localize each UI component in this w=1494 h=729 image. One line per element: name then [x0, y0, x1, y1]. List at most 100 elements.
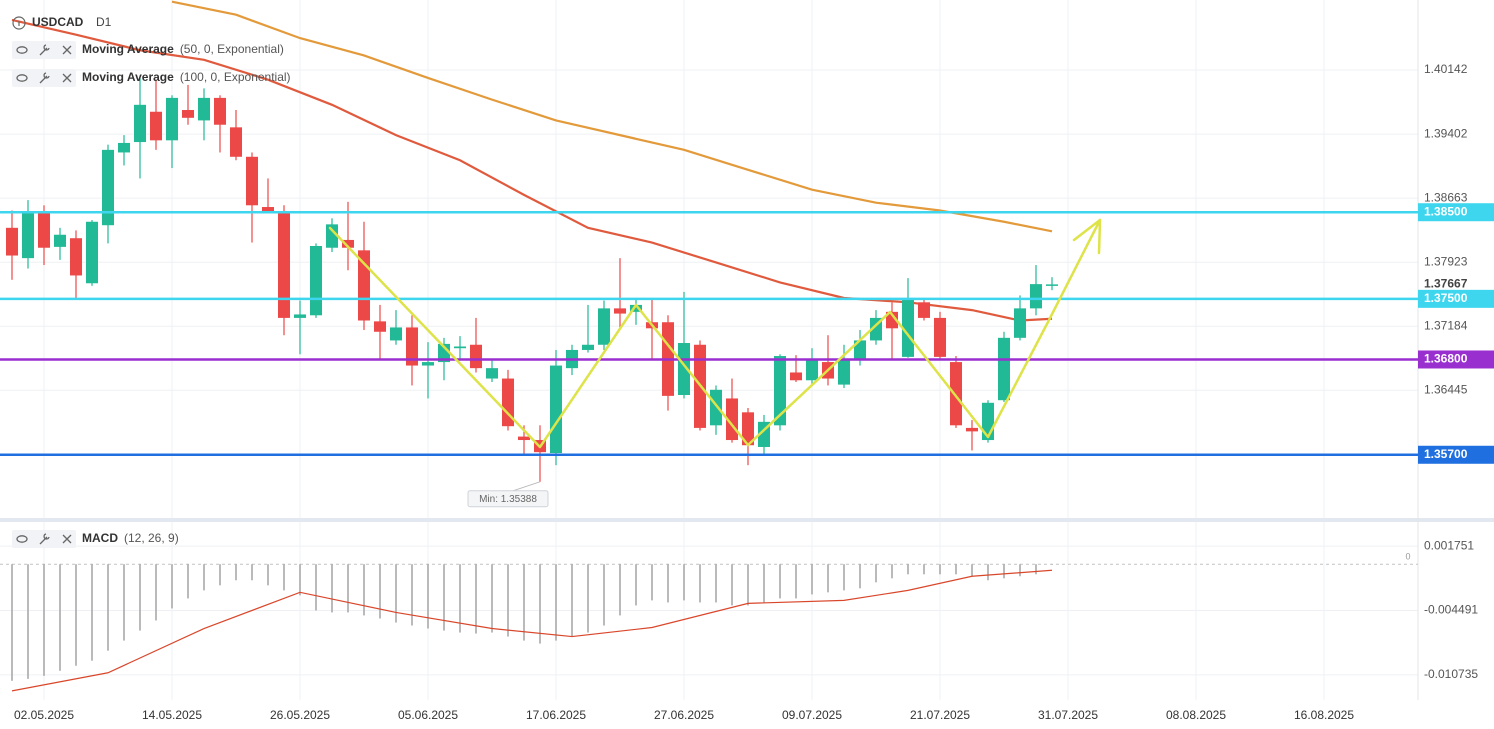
candle-body: [1030, 284, 1042, 309]
legend-entry: MACD (12, 26, 9): [82, 531, 179, 545]
candle-body: [246, 156, 258, 206]
x-tick-label: 26.05.2025: [270, 708, 330, 722]
remove-icon[interactable]: [62, 73, 72, 83]
y-tick-label: -0.010735: [1424, 667, 1478, 681]
settings-icon[interactable]: [39, 533, 50, 545]
candle-body: [966, 427, 978, 432]
x-tick-label: 27.06.2025: [654, 708, 714, 722]
timeframe: D1: [96, 15, 112, 29]
icon-bg: [12, 530, 76, 548]
x-tick-label: 21.07.2025: [910, 708, 970, 722]
candle-body: [406, 327, 418, 366]
settings-icon[interactable]: [39, 44, 50, 56]
eye-icon[interactable]: [16, 46, 28, 54]
candle-body: [326, 224, 338, 248]
grid: [0, 0, 1418, 700]
candle-body: [6, 227, 18, 256]
candle-body: [150, 111, 162, 141]
candle-body: [918, 302, 930, 318]
x-tick-label: 14.05.2025: [142, 708, 202, 722]
remove-icon[interactable]: [62, 534, 72, 544]
candle-body: [806, 360, 818, 381]
candle-body: [374, 321, 386, 332]
candle-body: [38, 212, 50, 248]
y-tick-label: -0.004491: [1424, 603, 1478, 617]
candle-body: [22, 212, 34, 259]
candle-body: [902, 297, 914, 357]
candle-body: [678, 343, 690, 395]
candle-body: [390, 327, 402, 341]
x-tick-label: 31.07.2025: [1038, 708, 1098, 722]
y-tick-label: 1.38663: [1424, 190, 1468, 204]
y-tick-label: 1.40142: [1424, 62, 1468, 76]
candle-body: [710, 389, 722, 426]
candle-body: [790, 372, 802, 381]
moving-average: [11, 18, 1053, 322]
candle-body: [134, 104, 146, 143]
info-icon[interactable]: [12, 16, 26, 30]
moving-average: [171, 0, 1053, 233]
min-label-box: [467, 490, 549, 508]
candle-body: [550, 365, 562, 454]
candle-body: [278, 212, 290, 318]
eye-icon[interactable]: [16, 74, 28, 82]
settings-icon[interactable]: [39, 72, 50, 84]
remove-icon[interactable]: [62, 45, 72, 55]
y-tick-label: 1.39402: [1424, 126, 1468, 140]
candle-body: [854, 340, 866, 361]
legend: Moving Average (50, 0, Exponential)Moving…: [12, 41, 291, 548]
x-tick-label: 09.07.2025: [782, 708, 842, 722]
candle-body: [118, 142, 130, 153]
eye-icon[interactable]: [16, 535, 28, 543]
legend-title: MACD: [82, 531, 118, 545]
candle-body: [166, 97, 178, 141]
labels: 1.40142 1.39402 1.38663 1.37923 1.37184 1.364…: [14, 62, 1494, 722]
candle-body: [182, 110, 194, 118]
candle-body: [54, 234, 66, 247]
candle-body: [950, 362, 962, 426]
pattern-drawing: [328, 218, 1102, 449]
candle-body: [230, 127, 242, 157]
marks: [0, 0, 1418, 692]
candle-body: [774, 356, 786, 426]
y-tick-label: 0.001751: [1424, 538, 1474, 552]
candle-body: [742, 412, 754, 446]
candle-body: [502, 378, 514, 427]
candle-body: [518, 436, 530, 441]
icon-bg: [12, 41, 76, 59]
candle-body: [70, 238, 82, 276]
candle-body: [886, 311, 898, 329]
candle-body: [214, 97, 226, 125]
level-label-box: [1418, 289, 1494, 308]
x-tick-label: 08.08.2025: [1166, 708, 1226, 722]
level-label: 1.37500: [1424, 291, 1468, 305]
candle-body: [342, 239, 354, 248]
candle-body: [934, 317, 946, 357]
candle-body: [582, 344, 594, 350]
candle-body: [198, 97, 210, 121]
candle-body: [262, 207, 274, 212]
legend-name: Moving Average: [82, 42, 174, 56]
candle-body: [630, 304, 642, 312]
candle-body: [294, 314, 306, 318]
x-tick-label: 02.05.2025: [14, 708, 74, 722]
level-label-box: [1418, 350, 1494, 369]
candle-body: [422, 362, 434, 366]
min-label: Min: 1.35388: [479, 494, 537, 505]
candle-body: [486, 368, 498, 379]
y-tick-label: 1.36445: [1424, 382, 1468, 396]
level-label-box: [1418, 445, 1494, 464]
candle-body: [102, 149, 114, 226]
zero-label: 0: [1405, 552, 1410, 562]
header: USDCAD D1: [12, 15, 112, 30]
candle-body: [598, 308, 610, 345]
arrow-head: [1072, 218, 1102, 255]
legend-entry: Moving Average (100, 0, Exponential): [82, 70, 291, 84]
x-tick-label: 17.06.2025: [526, 708, 586, 722]
signal-line: [11, 569, 1053, 692]
pane-separator: [0, 518, 1494, 522]
legend-name: Moving Average: [82, 70, 174, 84]
x-tick-label: 16.08.2025: [1294, 708, 1354, 722]
level-label: 1.38500: [1424, 204, 1468, 218]
